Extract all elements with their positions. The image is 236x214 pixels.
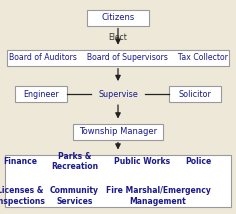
Text: Citizens: Citizens: [101, 13, 135, 22]
Text: Township Manager: Township Manager: [79, 127, 157, 136]
Text: Public Works: Public Works: [114, 157, 170, 166]
FancyBboxPatch shape: [15, 86, 67, 102]
Text: Community
Services: Community Services: [50, 186, 99, 205]
FancyBboxPatch shape: [5, 155, 231, 207]
Text: Solicitor: Solicitor: [178, 90, 211, 99]
Text: Parks &
Recreation: Parks & Recreation: [51, 152, 98, 171]
Text: Police: Police: [185, 157, 211, 166]
FancyBboxPatch shape: [169, 86, 221, 102]
FancyBboxPatch shape: [87, 10, 149, 25]
Text: Elect: Elect: [109, 33, 127, 42]
Text: Supervise: Supervise: [98, 90, 138, 99]
FancyBboxPatch shape: [73, 124, 163, 140]
FancyBboxPatch shape: [7, 50, 229, 66]
Text: Licenses &
Inspections: Licenses & Inspections: [0, 186, 45, 205]
Text: Board of Auditors    Board of Supervisors    Tax Collector: Board of Auditors Board of Supervisors T…: [8, 53, 228, 62]
Text: Finance: Finance: [3, 157, 37, 166]
Text: Fire Marshal/Emergency
Management: Fire Marshal/Emergency Management: [106, 186, 211, 205]
Text: Engineer: Engineer: [23, 90, 59, 99]
